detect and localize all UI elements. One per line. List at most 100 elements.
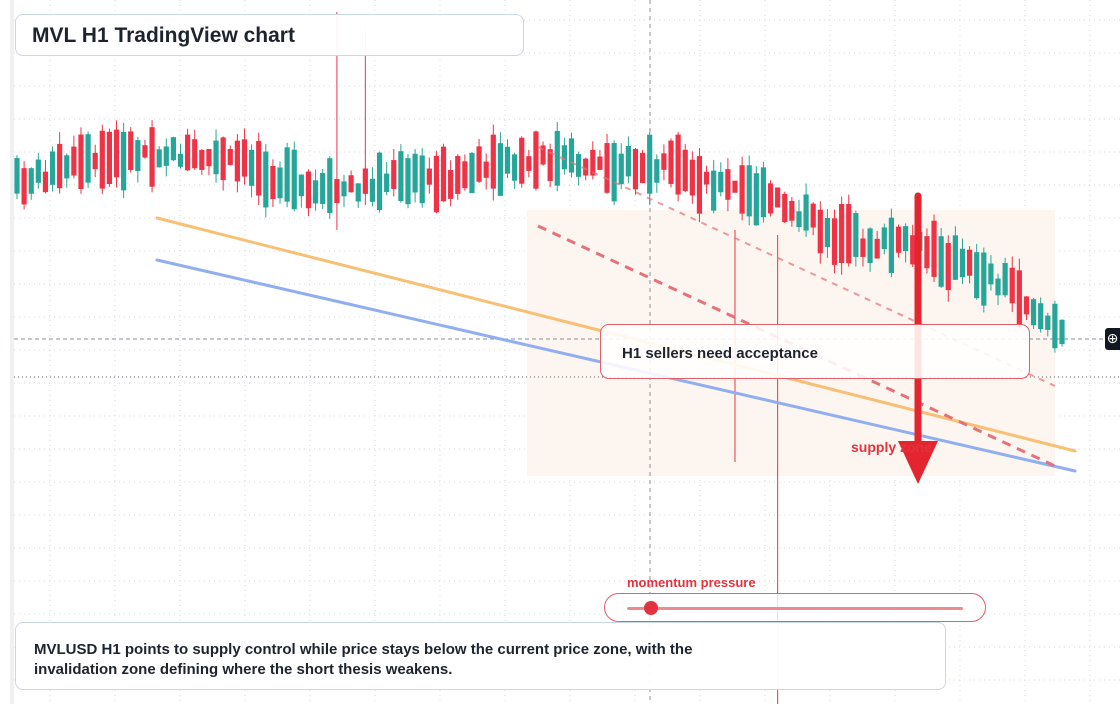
- candle-body: [497, 143, 504, 196]
- candle-body: [1002, 263, 1008, 296]
- candle-body: [192, 139, 198, 169]
- candle-body: [291, 149, 297, 210]
- candle-body: [106, 131, 113, 185]
- candle-body: [853, 213, 859, 257]
- candle-body: [71, 146, 77, 176]
- candle-body: [483, 161, 489, 178]
- candle-body: [369, 178, 376, 202]
- candle-body: [248, 149, 255, 186]
- candle-body: [1009, 267, 1015, 304]
- candle-body: [767, 183, 774, 214]
- candle-body: [298, 174, 304, 197]
- candle-body: [320, 173, 326, 204]
- candle-body: [796, 211, 802, 228]
- candle-body: [92, 152, 98, 170]
- candle-body: [711, 170, 717, 211]
- candle-body: [533, 131, 539, 189]
- candle-body: [391, 160, 397, 190]
- momentum-slider[interactable]: [604, 593, 986, 622]
- candle-body: [21, 168, 27, 205]
- candle-body: [455, 156, 461, 194]
- candle-body: [185, 134, 191, 171]
- candle-body: [654, 159, 660, 183]
- candle-body: [504, 146, 511, 174]
- candle-body: [924, 236, 930, 269]
- candle-body: [682, 149, 688, 192]
- candle-body: [526, 156, 532, 171]
- candle-body: [760, 167, 767, 218]
- candle-body: [867, 228, 873, 264]
- candle-body: [639, 152, 646, 184]
- candle-body: [590, 149, 596, 176]
- candle-body: [668, 140, 674, 184]
- candle-body: [277, 167, 283, 199]
- candle-body: [113, 129, 120, 178]
- candle-body: [547, 149, 553, 181]
- candle-body: [568, 138, 575, 173]
- candle-body: [426, 168, 432, 185]
- candle-body: [696, 156, 703, 214]
- candle-body: [860, 238, 866, 257]
- candle-body: [270, 165, 276, 200]
- candle-body: [469, 152, 475, 194]
- candle-body: [910, 235, 916, 265]
- left-panel-edge: [10, 0, 14, 704]
- candle-body: [305, 171, 312, 209]
- candle-body: [817, 209, 823, 254]
- summary-line-2: invalidation zone defining where the sho…: [34, 661, 453, 678]
- supply-zone-label: supply zone: [851, 439, 932, 455]
- crosshair-plus-icon[interactable]: ⊕: [1105, 328, 1120, 350]
- candle-body: [42, 171, 49, 193]
- candle-body: [163, 146, 169, 166]
- candle-body: [519, 137, 525, 184]
- down-arrow-icon: [898, 192, 938, 484]
- chart-title: MVL H1 TradingView chart: [15, 14, 524, 56]
- candle-body: [874, 238, 880, 259]
- candle-body: [988, 263, 994, 285]
- candle-body: [611, 142, 617, 202]
- candle-body: [675, 134, 681, 195]
- candle-body: [903, 226, 909, 252]
- candle-body: [1016, 270, 1022, 328]
- candle-body: [1059, 319, 1065, 345]
- candle-body: [462, 161, 468, 189]
- candle-body: [888, 217, 894, 273]
- candle-body: [490, 134, 496, 189]
- candle-body: [604, 143, 610, 193]
- reference-lines: [14, 338, 1120, 378]
- candle-body: [810, 203, 816, 228]
- candle-body: [618, 153, 624, 185]
- candle-body: [128, 131, 134, 171]
- candle-body: [554, 130, 560, 186]
- candle-body: [284, 147, 290, 202]
- candle-body: [661, 153, 667, 170]
- candle-body: [121, 131, 127, 191]
- candle-body: [220, 137, 226, 181]
- candle-body: [725, 169, 731, 200]
- candle-body: [782, 193, 788, 223]
- candle-body: [35, 159, 41, 183]
- chart-grid: [10, 0, 1120, 704]
- candle-body: [476, 146, 482, 182]
- candle-body: [256, 141, 262, 196]
- summary-line-1: MVLUSD H1 points to supply control while…: [34, 641, 693, 658]
- momentum-handle[interactable]: [643, 601, 658, 615]
- candle-body: [703, 171, 710, 185]
- candle-body: [376, 152, 383, 211]
- candle-body: [746, 165, 752, 217]
- candlestick-series: [14, 12, 1065, 704]
- candle-body: [156, 149, 162, 168]
- callout-box: H1 sellers need acceptance: [600, 324, 1030, 379]
- candle-body: [512, 154, 518, 181]
- candle-body: [213, 140, 219, 175]
- candle-body: [362, 168, 368, 194]
- candle-body: [966, 249, 973, 276]
- candle-body: [1023, 296, 1030, 315]
- candle-body: [575, 154, 582, 177]
- candle-body: [561, 145, 567, 170]
- candle-body: [419, 155, 425, 204]
- candle-body: [1038, 303, 1044, 330]
- candle-body: [149, 127, 155, 187]
- candle-body: [803, 194, 809, 231]
